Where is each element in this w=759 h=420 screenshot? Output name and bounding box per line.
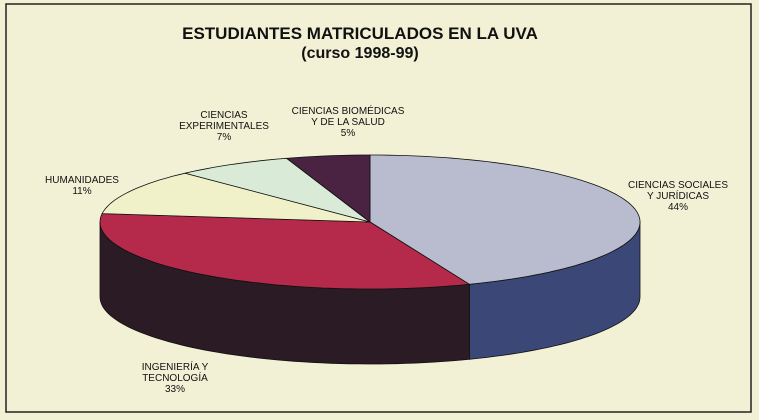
frame <box>5 3 752 413</box>
slice-value-label: 5% <box>340 128 356 139</box>
slice <box>101 172 371 223</box>
slice <box>185 157 371 223</box>
slice-label: CIENCIAS SOCIALES Y JURÍDICAS <box>627 180 729 202</box>
slice <box>369 154 641 285</box>
slice <box>285 154 371 223</box>
slice-label: CIENCIAS BIOMÉDICAS Y DE LA SALUD <box>291 106 405 128</box>
slice-value-label: 33% <box>164 384 185 395</box>
slice <box>99 213 471 290</box>
slice-value-label: 7% <box>216 132 232 143</box>
slice-label: HUMANIDADES <box>45 175 119 186</box>
slice-label: CIENCIAS EXPERIMENTALES <box>179 110 269 132</box>
slice-label: INGENIERÍA Y TECNOLOGÍA <box>141 362 209 384</box>
chart-subtitle: (curso 1998-99) <box>301 45 419 62</box>
chart-title: ESTUDIANTES MATRICULADOS EN LA UVA <box>182 24 538 43</box>
slice-value-label: 11% <box>72 186 92 197</box>
slice-value-label: 44% <box>667 202 688 213</box>
